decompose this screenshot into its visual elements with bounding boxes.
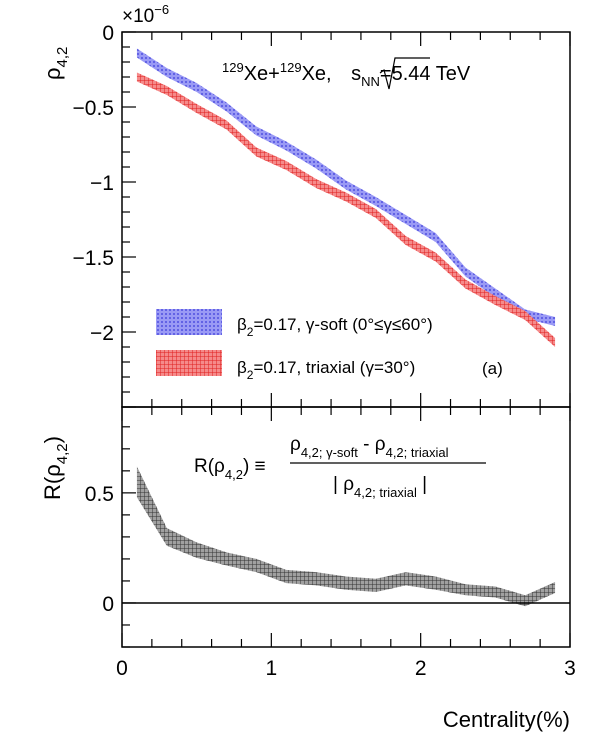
y-tick-label: −1 <box>90 172 114 195</box>
x-tick-label: 1 <box>265 657 277 680</box>
band-1-0 <box>136 466 556 607</box>
x-axis-title: Centrality(%) <box>443 707 570 732</box>
legend-swatch-gamma-soft <box>156 309 222 335</box>
x-tick-label: 0 <box>116 657 128 680</box>
legend-label-gamma-soft: β2=0.17, γ-soft (0°≤γ≤60°) <box>237 315 433 339</box>
y-tick-label: −1.5 <box>73 247 114 270</box>
y-multiplier: ×10−6 <box>122 2 169 27</box>
top-ylabel: ρ4,2 <box>40 47 71 80</box>
band-0-0 <box>136 48 556 326</box>
panel-label: (a) <box>482 359 503 378</box>
formula-lhs: R(ρ4,2) ≡ <box>194 456 266 482</box>
band-0-1 <box>136 72 556 347</box>
y-tick-label: 0.5 <box>85 483 114 506</box>
y-tick-label: 0 <box>102 593 114 616</box>
bottom-panel-frame <box>121 406 571 648</box>
formula-numerator: ρ4,2; γ-soft - ρ4,2; triaxial <box>290 434 449 460</box>
collision-annotation: 129Xe+129Xe, sNN=5.44 TeV <box>222 60 471 89</box>
y-tick-label: −2 <box>90 322 114 345</box>
legend-swatch-triaxial <box>156 350 222 376</box>
x-tick-label: 3 <box>564 657 576 680</box>
x-tick-label: 2 <box>415 657 427 680</box>
y-tick-label: 0 <box>102 22 114 45</box>
y-tick-label: −0.5 <box>73 97 114 120</box>
formula-denominator: | ρ4,2; triaxial | <box>333 474 427 500</box>
legend-label-triaxial: β2=0.17, triaxial (γ=30°) <box>237 358 415 382</box>
bottom-ylabel: R(ρ4,2) <box>40 436 71 500</box>
sqrt-sign <box>379 57 430 90</box>
